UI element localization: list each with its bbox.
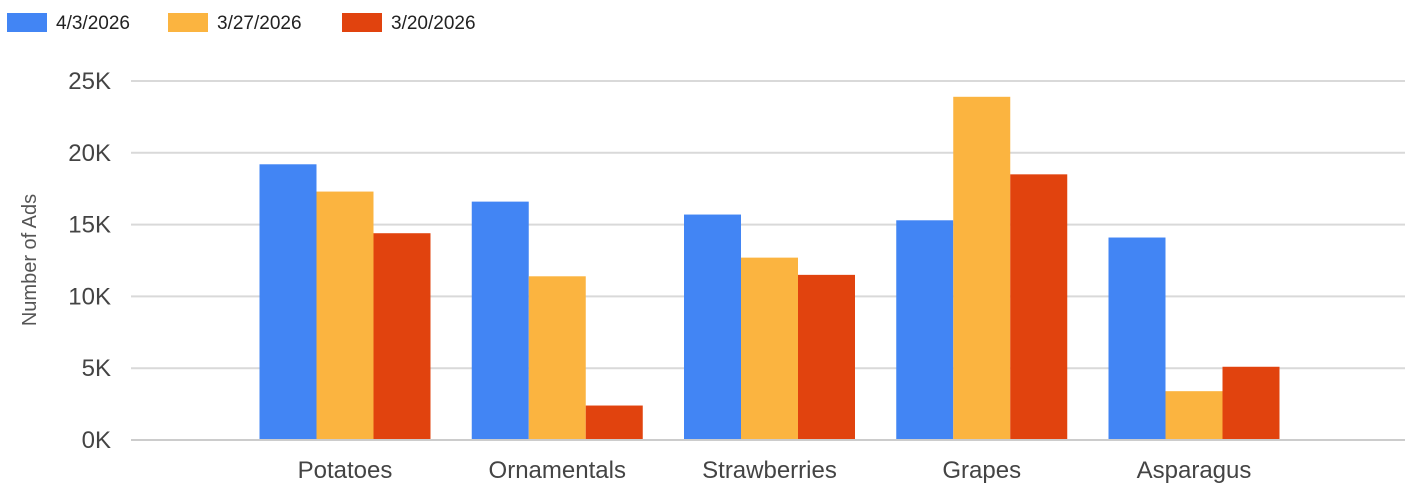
x-category-label: Potatoes [298,457,393,483]
legend-label: 3/27/2026 [217,13,302,34]
y-tick-label: 10K [68,283,111,310]
bar-ornamentals-series-3 [585,405,643,440]
legend-item: 4/3/2026 [7,13,130,34]
y-tick-label: 15K [68,212,111,239]
chart-bars [259,96,1280,441]
bar-ornamentals-series-1 [471,201,529,440]
y-axis-ticks: 0K 5K 10K 15K 20K 25K [68,68,111,454]
x-category-label: Strawberries [702,457,837,483]
x-category-label: Grapes [942,457,1021,483]
bar-strawberries-series-1 [684,214,741,440]
bar-grapes-series-2 [953,96,1011,441]
y-tick-label: 0K [82,427,111,454]
legend-swatch [342,13,382,32]
legend-item: 3/20/2026 [342,13,476,34]
x-category-label: Asparagus [1137,457,1252,483]
chart-legend: 4/3/2026 3/27/2026 3/20/2026 [7,13,476,34]
bar-potatoes-series-2 [316,191,374,440]
x-axis-categories: Potatoes Ornamentals Strawberries Grapes Asp… [298,457,1252,483]
bar-strawberries-series-2 [741,257,798,440]
bar-grapes-series-3 [1010,174,1068,440]
legend-swatch [7,13,47,32]
bar-potatoes-series-3 [373,233,431,440]
legend-item: 3/27/2026 [168,13,302,34]
bar-asparagus-series-3 [1222,366,1280,440]
legend-label: 3/20/2026 [391,13,476,34]
y-tick-label: 5K [82,355,111,382]
x-category-label: Ornamentals [489,457,626,483]
bar-strawberries-series-3 [798,274,855,440]
bar-asparagus-series-2 [1165,391,1223,440]
bar-ornamentals-series-2 [528,276,586,440]
legend-label: 4/3/2026 [56,13,130,34]
bar-grapes-series-1 [896,220,954,440]
y-tick-label: 25K [68,68,111,95]
bar-potatoes-series-1 [259,164,317,440]
y-tick-label: 20K [68,140,111,167]
legend-swatch [168,13,208,32]
y-axis-title: Number of Ads [19,194,41,326]
bar-asparagus-series-1 [1108,237,1166,440]
